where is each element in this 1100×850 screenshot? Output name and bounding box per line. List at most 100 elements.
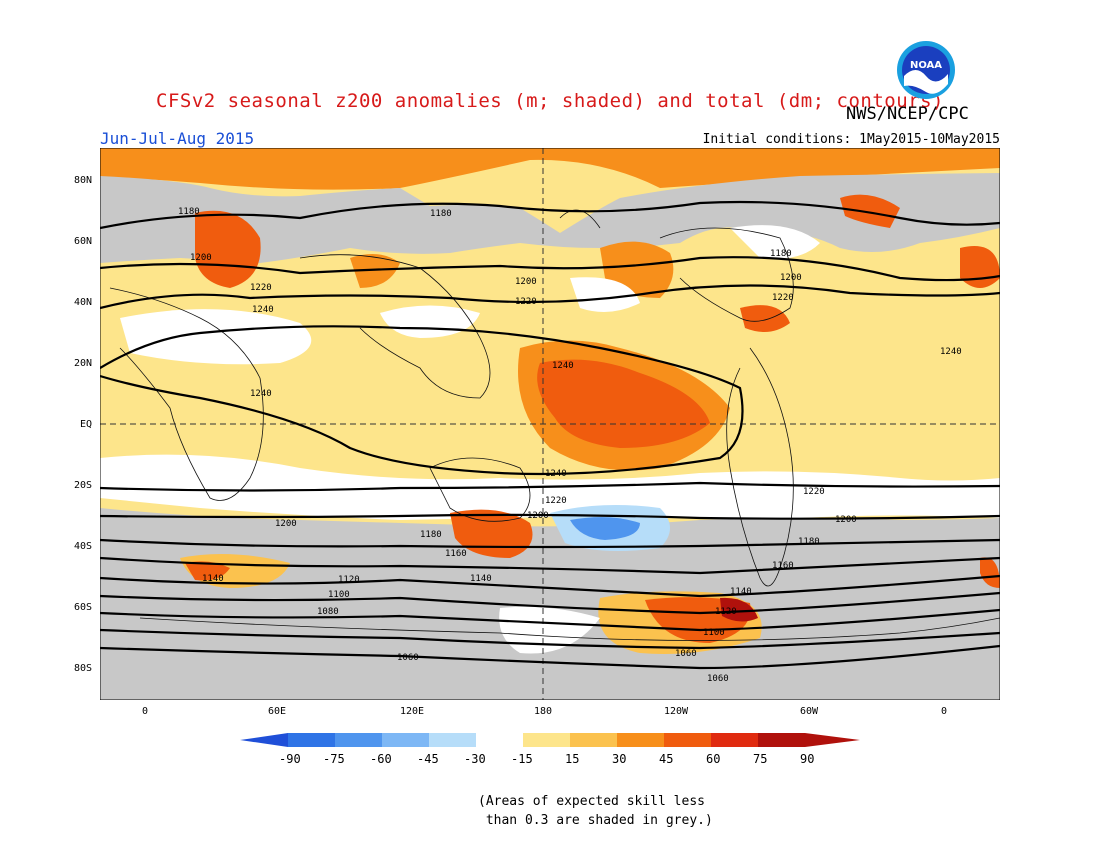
us-anomaly <box>740 305 790 332</box>
contour-1200-south <box>99 513 1001 520</box>
lat-label: 60S <box>74 602 93 613</box>
neutral-north-america <box>730 225 820 259</box>
contour-label-1180: 1180 <box>420 530 442 540</box>
colorbar-bin <box>758 733 805 747</box>
color-legend <box>240 733 860 747</box>
contour-label-1240: 1240 <box>940 347 962 357</box>
colorbar-label: -45 <box>417 752 439 766</box>
lon-label: 60W <box>800 706 819 717</box>
contour-label-1200: 1200 <box>190 253 212 263</box>
lon-label: 60E <box>268 706 287 717</box>
noaa-logo: NOAA <box>896 40 956 100</box>
contour-label-1220: 1220 <box>772 293 794 303</box>
contour-label-1240: 1240 <box>545 469 567 479</box>
contour-label-1120: 1120 <box>338 575 360 585</box>
noaa-logo-text: NOAA <box>910 60 942 71</box>
lat-label: 20N <box>74 358 93 369</box>
tropical-pacific-peak <box>537 359 710 448</box>
neutral-antarctic <box>499 606 600 654</box>
colorbar-bin <box>617 733 664 747</box>
colorbar-label: 30 <box>612 752 627 766</box>
colorbar-label: -90 <box>279 752 301 766</box>
contour-label-1200: 1200 <box>780 273 802 283</box>
agency-label: NWS/NCEP/CPC <box>846 104 969 124</box>
lon-label: 120E <box>400 706 425 717</box>
contour-label-1220: 1220 <box>803 487 825 497</box>
initial-conditions: Initial conditions: 1May2015-10May2015 <box>702 132 1000 147</box>
contour-label-1160: 1160 <box>772 561 794 571</box>
season-label: Jun-Jul-Aug 2015 <box>100 129 255 148</box>
neutral-north-africa <box>120 309 312 365</box>
skill-note: (Areas of expected skill less than 0.3 a… <box>478 794 713 828</box>
map-title: CFSv2 seasonal z200 anomalies (m; shaded… <box>156 90 944 112</box>
colorbar-label: -75 <box>323 752 345 766</box>
contour-1180 <box>99 200 1001 230</box>
lat-label: 60N <box>74 236 93 247</box>
contour-label-1200: 1200 <box>835 515 857 525</box>
antarctic-pacific-max <box>720 597 758 622</box>
contour-1220 <box>99 284 1001 310</box>
colorbar-label: -15 <box>511 752 533 766</box>
contour-label-1180: 1180 <box>430 209 452 219</box>
contour-1100 <box>99 608 1001 632</box>
contour-label-1160: 1160 <box>445 549 467 559</box>
lat-label: 40S <box>74 541 93 552</box>
colorbar-bin <box>382 733 429 747</box>
contour-label-1060: 1060 <box>675 649 697 659</box>
contour-1060 <box>99 644 1001 670</box>
contour-label-1060: 1060 <box>397 653 419 663</box>
contour-label-1220: 1220 <box>250 283 272 293</box>
colorbar-label: 90 <box>800 752 815 766</box>
colorbar-bin <box>523 733 570 747</box>
grey-skill-north <box>100 173 1000 263</box>
grey-skill-south <box>100 508 1000 700</box>
contour-1220-south <box>99 481 1001 492</box>
anomaly-map: 1180 1180 1180 1200 1200 1200 1220 1220 … <box>99 147 1001 701</box>
coastlines <box>109 209 1001 641</box>
colorbar-label: 15 <box>565 752 580 766</box>
contour-1180-south <box>99 538 1001 549</box>
south-atlantic-core <box>185 561 230 581</box>
colorbar-bin <box>335 733 382 747</box>
greenland-anomaly <box>840 194 900 228</box>
contour-label-1200: 1200 <box>527 511 549 521</box>
contour-label-1140: 1140 <box>730 587 752 597</box>
contour-1120 <box>99 591 1001 615</box>
colorbar-bin <box>288 733 335 747</box>
contour-label-1180: 1180 <box>798 537 820 547</box>
contour-label-1200: 1200 <box>515 277 537 287</box>
lon-label: 120W <box>664 706 689 717</box>
contour-label-1180: 1180 <box>178 207 200 217</box>
lat-label: 80N <box>74 175 93 186</box>
lat-label: 80S <box>74 663 93 674</box>
lon-label: 0 <box>941 706 948 717</box>
colorbar-arrow-right <box>805 733 860 747</box>
contour-label-1140: 1140 <box>470 574 492 584</box>
neutral-central-pacific <box>570 277 640 312</box>
contour-1200 <box>99 256 1001 282</box>
contour-label-1220: 1220 <box>545 496 567 506</box>
contour-label-1240: 1240 <box>252 305 274 315</box>
contour-1240 <box>99 325 744 476</box>
lon-label: 180 <box>534 706 553 717</box>
contour-label-1140: 1140 <box>202 574 224 584</box>
contour-1160 <box>99 556 1001 575</box>
south-indian-east-anomaly <box>980 557 1000 588</box>
colorbar-label: 75 <box>753 752 768 766</box>
colorbar-label: -60 <box>370 752 392 766</box>
colorbar-arrow-left <box>240 733 288 747</box>
colorbar-label: 60 <box>706 752 721 766</box>
colorbar-label: -30 <box>464 752 486 766</box>
contour-label-1240: 1240 <box>250 389 272 399</box>
contour-label-1200: 1200 <box>275 519 297 529</box>
colorbar-bin <box>429 733 476 747</box>
contour-label-1080: 1080 <box>317 607 339 617</box>
lon-label: 0 <box>142 706 149 717</box>
lat-label: 20S <box>74 480 93 491</box>
lat-label: EQ <box>80 419 93 430</box>
asia-anomaly <box>350 254 400 288</box>
colorbar-label: 45 <box>659 752 674 766</box>
colorbar-bin <box>476 733 523 747</box>
contour-1140 <box>99 574 1001 598</box>
contour-label-1100: 1100 <box>328 590 350 600</box>
